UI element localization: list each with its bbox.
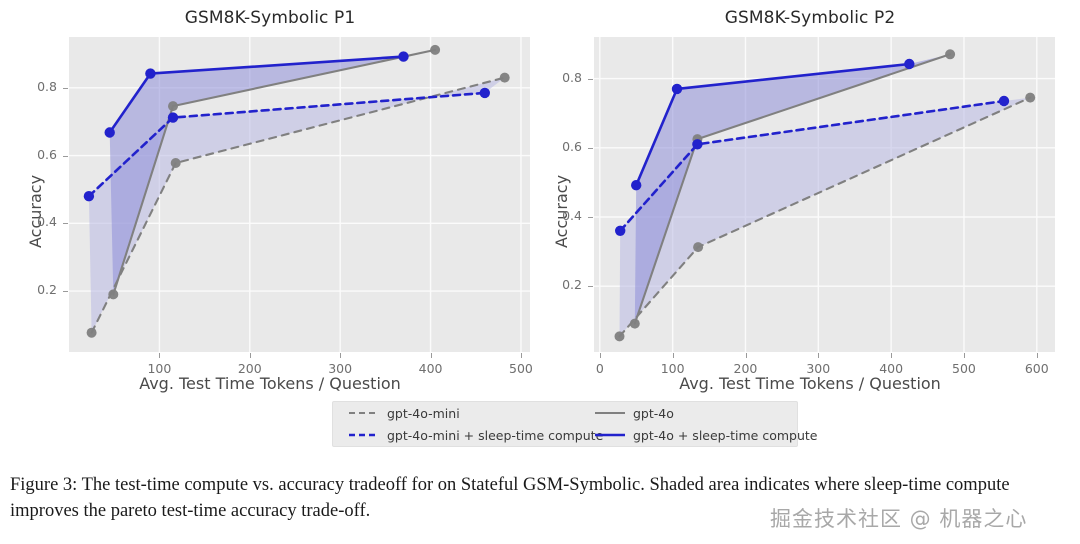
- x-tick-label: 200: [237, 361, 262, 376]
- y-tick-mark: [588, 78, 593, 80]
- legend-label: gpt-4o + sleep-time compute: [633, 427, 818, 443]
- figure-3: GSM8K-Symbolic P1 Accuracy Avg. Test Tim…: [0, 0, 1080, 447]
- y-tick-mark: [63, 155, 68, 157]
- x-tick-label: 100: [147, 361, 172, 376]
- legend-item-gpt-4o-mini-sleep-time: gpt-4o-mini + sleep-time compute: [333, 428, 603, 443]
- legend-label: gpt-4o-mini: [387, 405, 460, 421]
- chart-title-p1: GSM8K-Symbolic P1: [184, 8, 356, 28]
- y-tick-mark: [588, 286, 593, 288]
- x-tick-label: 300: [328, 361, 353, 376]
- x-tick-mark: [521, 353, 522, 358]
- legend-item-gpt-4o-sleep-time: gpt-4o + sleep-time compute: [579, 428, 817, 443]
- chart-title-p2: GSM8K-Symbolic P2: [724, 8, 896, 28]
- x-tick-mark: [818, 353, 820, 358]
- x-tick-label: 500: [952, 361, 976, 376]
- chart-panel-p1: GSM8K-Symbolic P1 Accuracy Avg. Test Tim…: [0, 0, 540, 400]
- legend-item-gpt-4o-mini: gpt-4o-mini: [333, 406, 579, 421]
- x-tick-label: 100: [660, 361, 685, 376]
- y-tick-mark: [63, 223, 68, 225]
- x-tick-label: 400: [418, 361, 443, 376]
- watermark: 掘金技术社区 @ 机器之心: [770, 507, 1028, 531]
- legend-line-solid-gray-icon: [595, 407, 625, 419]
- x-tick-mark: [964, 353, 965, 358]
- x-tick-mark: [672, 353, 674, 358]
- legend-line-dashed-gray-icon: [349, 407, 379, 419]
- y-tick-label: 0.2: [562, 277, 582, 293]
- x-tick-mark: [430, 353, 432, 358]
- y-tick-label: 0.8: [562, 69, 582, 85]
- y-tick-mark: [63, 291, 68, 292]
- x-tick-label: 200: [733, 361, 758, 376]
- legend-label: gpt-4o: [633, 405, 674, 421]
- y-tick-label: 0.8: [37, 78, 57, 94]
- chart-legend: gpt-4o-mini gpt-4o gpt-4o-mini + sleep-t…: [332, 401, 817, 447]
- y-tick-label: 0.2: [37, 282, 57, 298]
- x-tick-mark: [249, 353, 251, 358]
- x-tick-label: 400: [879, 361, 904, 376]
- x-tick-label: 300: [806, 361, 831, 376]
- x-tick-mark: [340, 353, 342, 358]
- legend-line-solid-blue-icon: [595, 429, 625, 441]
- x-tick-mark: [1036, 353, 1038, 358]
- y-tick-label: 0.6: [37, 146, 57, 162]
- y-tick-mark: [588, 217, 593, 218]
- y-tick-label: 0.4: [562, 208, 582, 223]
- legend-item-gpt-4o: gpt-4o: [579, 406, 797, 421]
- legend-label: gpt-4o-mini + sleep-time compute: [387, 427, 604, 443]
- figure-caption: Figure 3: The test-time compute vs. accu…: [10, 475, 1010, 522]
- chart-canvas-p2: [594, 37, 1055, 352]
- legend-line-dashed-blue-icon: [349, 429, 379, 441]
- y-tick-mark: [588, 147, 593, 149]
- x-tick-label: 0: [595, 361, 604, 376]
- x-tick-label: 600: [1024, 361, 1049, 376]
- chart-canvas-p1: [69, 37, 530, 352]
- y-tick-label: 0.4: [37, 214, 57, 230]
- chart-panel-p2: GSM8K-Symbolic P2 Accuracy Avg. Test Tim…: [540, 0, 1080, 400]
- x-tick-mark: [159, 353, 161, 358]
- x-tick-mark: [891, 353, 893, 358]
- x-tick-mark: [599, 353, 601, 358]
- y-tick-mark: [63, 87, 68, 89]
- x-tick-label: 500: [509, 361, 533, 376]
- x-tick-mark: [745, 353, 747, 358]
- y-tick-label: 0.6: [562, 138, 582, 154]
